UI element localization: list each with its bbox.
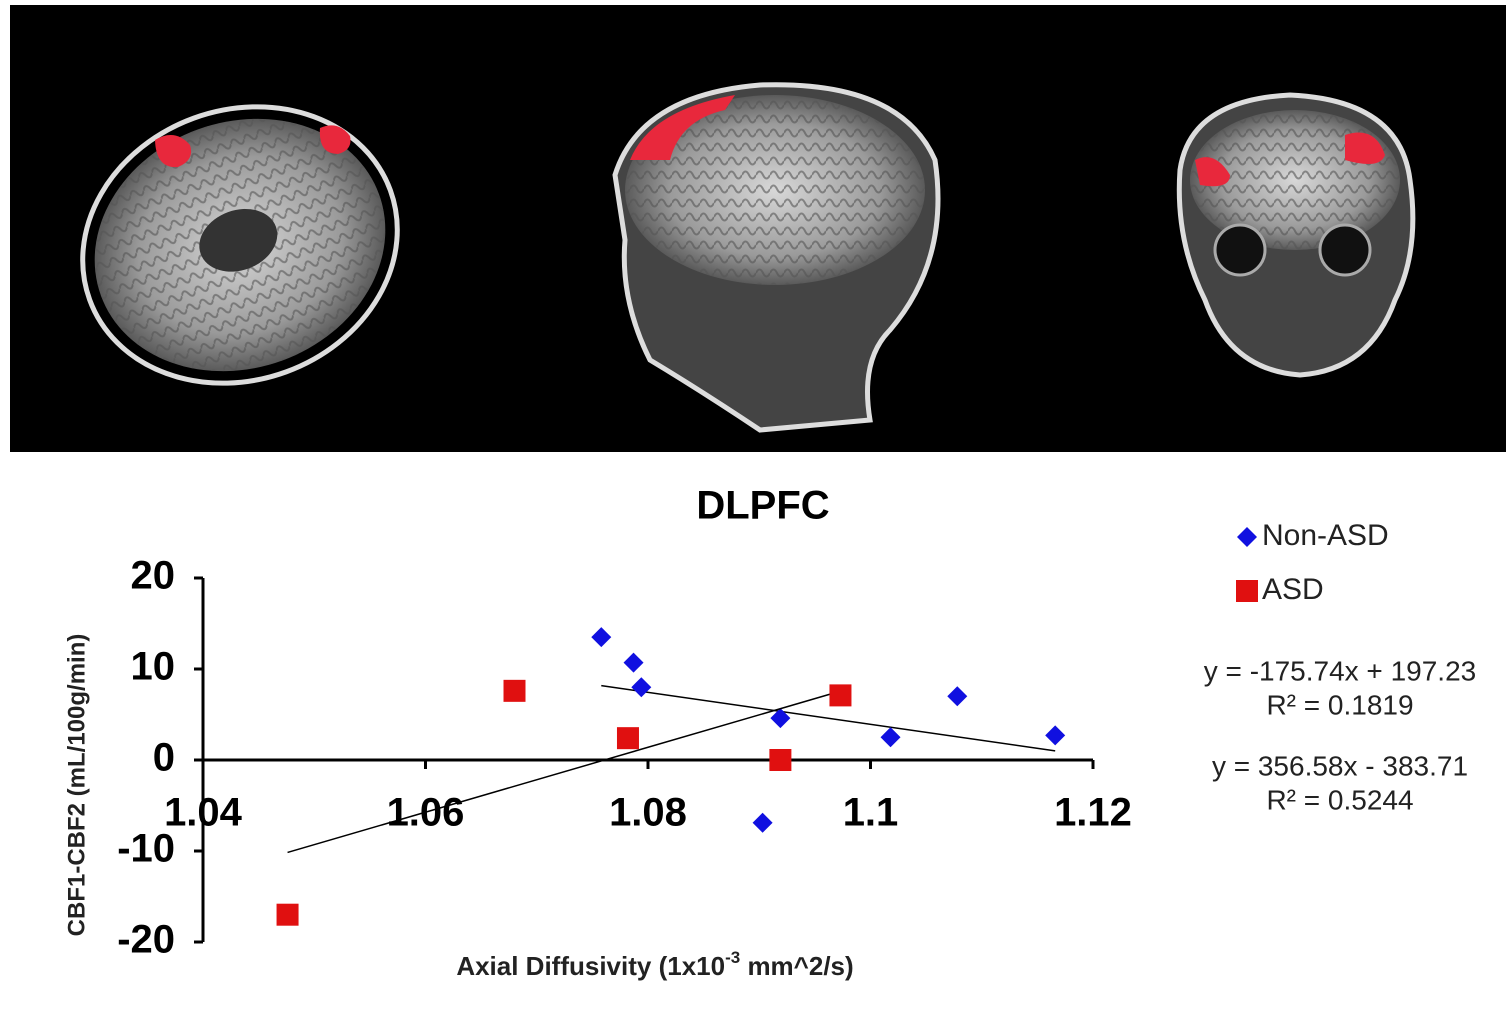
data-point [769, 749, 792, 771]
y-axis-label: CBF1-CBF2 (mL/100g/min) [63, 634, 90, 937]
data-point [623, 652, 644, 673]
legend-marker [1237, 527, 1257, 547]
roi-highlight [319, 125, 351, 154]
x-tick-label: 1.04 [164, 791, 243, 835]
y-tick-label: 20 [131, 554, 176, 598]
data-point [752, 812, 773, 833]
trend-equation: y = -175.74x + 197.23 [1204, 655, 1476, 686]
legend-label: Non-ASD [1262, 519, 1389, 552]
trend-line [601, 684, 1056, 752]
coronal-slice [1176, 92, 1416, 378]
legend-marker [1236, 580, 1258, 602]
data-point [829, 684, 852, 707]
x-tick-label: 1.12 [1054, 791, 1132, 835]
x-tick-label: 1.08 [609, 791, 687, 835]
x-axis-label-part: mm^2/s) [740, 951, 853, 981]
data-point [503, 679, 526, 702]
chart: DLPFC Axial Diffusivity (1x10-3 mm^2/s) … [63, 484, 1476, 981]
data-point [276, 903, 299, 926]
y-tick-label: 0 [153, 736, 175, 780]
chart-title: DLPFC [696, 484, 829, 528]
data-point [591, 627, 612, 648]
roi-highlight [1195, 157, 1230, 187]
roi-highlight [1345, 132, 1385, 164]
data-point [1045, 725, 1066, 746]
x-axis-label-superscript: -3 [725, 948, 740, 967]
y-tick-label: -10 [117, 827, 175, 871]
mri-panel [10, 5, 1506, 452]
data-point [770, 708, 791, 729]
trend-r-squared: R² = 0.5244 [1266, 784, 1413, 815]
roi-highlight [630, 95, 735, 160]
data-point [631, 677, 652, 698]
y-tick-label: -20 [117, 918, 175, 962]
y-tick-label: 10 [131, 645, 176, 689]
data-point [880, 727, 901, 748]
data-point [947, 686, 968, 707]
data-point [616, 727, 639, 750]
sagittal-slice [612, 82, 941, 433]
x-axis-label: Axial Diffusivity (1x10-3 mm^2/s) [456, 948, 853, 980]
roi-highlight [155, 135, 192, 168]
x-tick-label: 1.1 [843, 791, 899, 835]
axial-slice [80, 104, 400, 386]
trend-line [287, 690, 841, 854]
legend-label: ASD [1262, 573, 1324, 606]
trend-r-squared: R² = 0.1819 [1266, 689, 1413, 720]
trend-equation: y = 356.58x - 383.71 [1212, 750, 1468, 781]
x-axis-label-part: Axial Diffusivity (1x10 [456, 951, 725, 981]
